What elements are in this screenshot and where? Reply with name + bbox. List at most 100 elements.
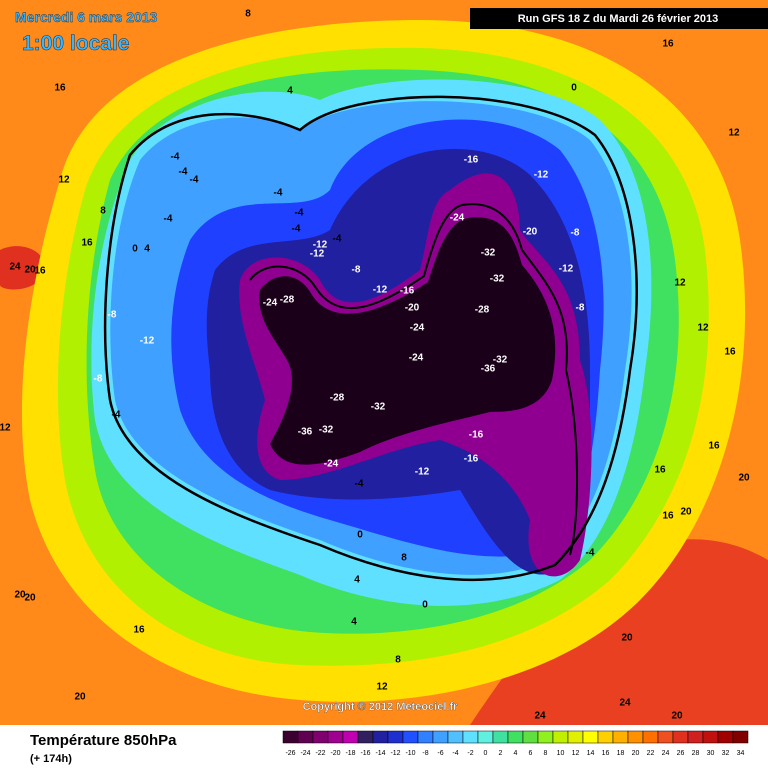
contour-label: -36 (298, 427, 313, 438)
legend-swatch (342, 730, 359, 744)
legend-swatch (327, 730, 344, 744)
contour-label: 20 (74, 692, 86, 703)
legend-tick-label: 34 (737, 750, 745, 757)
legend-swatch (372, 730, 389, 744)
contour-label: 20 (24, 593, 36, 604)
contour-label: 16 (708, 441, 720, 452)
contour-label: -12 (310, 249, 325, 260)
legend-swatch (702, 730, 719, 744)
legend-tick-label: -14 (375, 750, 385, 757)
legend-tick-label: 24 (662, 750, 670, 757)
legend-swatch (582, 730, 599, 744)
footer-title: Température 850hPa (30, 732, 177, 749)
contour-label: -28 (475, 305, 490, 316)
contour-label: 12 (376, 682, 388, 693)
contour-label: -32 (371, 402, 386, 413)
contour-label: 20 (14, 590, 26, 601)
contour-label: 12 (0, 423, 11, 434)
contour-label: -24 (409, 353, 424, 364)
contour-label: -20 (405, 303, 420, 314)
contour-label: 20 (671, 711, 683, 722)
legend-tick-label: 18 (617, 750, 625, 757)
contour-label: 16 (654, 465, 666, 476)
contour-label: -4 (292, 224, 301, 235)
legend-tick-label: 0 (484, 750, 488, 757)
legend-swatch (312, 730, 329, 744)
legend-tick-label: -8 (422, 750, 428, 757)
legend-swatch (717, 730, 734, 744)
contour-label: -16 (464, 454, 479, 465)
legend-swatch (282, 730, 299, 744)
legend-tick-label: -24 (300, 750, 310, 757)
contour-label: 8 (401, 553, 407, 564)
legend-swatch (432, 730, 449, 744)
legend-swatch (597, 730, 614, 744)
legend-swatch (627, 730, 644, 744)
contour-label: -4 (586, 548, 595, 559)
legend-swatch (417, 730, 434, 744)
legend-swatch (492, 730, 509, 744)
legend-tick-label: 4 (514, 750, 518, 757)
contour-label: 16 (724, 347, 736, 358)
contour-label: -16 (464, 155, 479, 166)
legend-tick-label: -4 (452, 750, 458, 757)
contour-label: 4 (144, 244, 150, 255)
contour-label: -24 (324, 459, 339, 470)
contour-label: 20 (24, 265, 36, 276)
legend-tick-label: 8 (544, 750, 548, 757)
legend-swatch (642, 730, 659, 744)
contour-label: -20 (523, 227, 538, 238)
legend-swatch (462, 730, 479, 744)
contour-label: -24 (263, 298, 278, 309)
contour-label: 12 (728, 128, 740, 139)
legend-tick-label: 22 (647, 750, 655, 757)
legend-swatch (522, 730, 539, 744)
map-field (0, 0, 768, 725)
contour-label: -12 (415, 467, 430, 478)
legend-tick-label: 26 (677, 750, 685, 757)
contour-label: 12 (674, 278, 686, 289)
legend-swatch (552, 730, 569, 744)
contour-label: -12 (313, 240, 328, 251)
contour-label: -24 (410, 323, 425, 334)
contour-label: 20 (738, 473, 750, 484)
legend-tick-label: 28 (692, 750, 700, 757)
contour-label: -4 (112, 410, 121, 421)
legend-tick-label: 12 (572, 750, 580, 757)
legend-swatch (657, 730, 674, 744)
legend-swatch (672, 730, 689, 744)
contour-label: -4 (179, 167, 188, 178)
contour-label: -16 (400, 286, 415, 297)
contour-label: -8 (108, 310, 117, 321)
contour-label: -8 (352, 265, 361, 276)
contour-label: -4 (333, 234, 342, 245)
contour-label: -36 (481, 364, 496, 375)
contour-label: -32 (490, 274, 505, 285)
legend-tick-label: 32 (722, 750, 730, 757)
contour-label: -12 (373, 285, 388, 296)
legend-tick-label: -22 (315, 750, 325, 757)
contour-label: -4 (190, 175, 199, 186)
contour-label: -8 (571, 228, 580, 239)
contour-label: 16 (54, 83, 66, 94)
contour-label: -4 (171, 152, 180, 163)
legend-tick-label: 20 (632, 750, 640, 757)
legend-tick-label: -26 (285, 750, 295, 757)
contour-label: -12 (559, 264, 574, 275)
contour-label: 0 (571, 83, 577, 94)
legend-tick-label: -16 (360, 750, 370, 757)
contour-label: -32 (493, 355, 508, 366)
legend-tick-label: 16 (602, 750, 610, 757)
legend-tick-label: 6 (529, 750, 533, 757)
run-info: Run GFS 18 Z du Mardi 26 février 2013 (518, 13, 719, 25)
contour-label: 0 (422, 600, 428, 611)
contour-label: -12 (140, 336, 155, 347)
contour-label: -8 (576, 303, 585, 314)
contour-label: 16 (662, 511, 674, 522)
legend-swatch (612, 730, 629, 744)
contour-label: 16 (133, 625, 145, 636)
legend-tick-label: -12 (390, 750, 400, 757)
contour-label: 0 (357, 530, 363, 541)
contour-label: 4 (354, 575, 360, 586)
